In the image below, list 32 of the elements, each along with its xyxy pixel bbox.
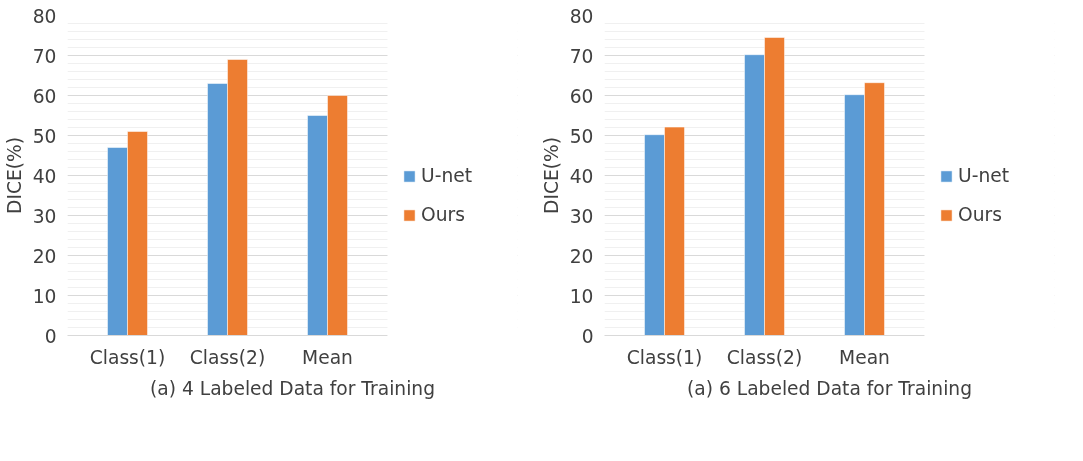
text: (a) 4 Labeled Data for Training <box>150 377 435 399</box>
x-tick-label: Mean <box>839 346 890 368</box>
x-tick-label: Class(2) <box>726 346 803 368</box>
y-tick-label: 20 <box>32 245 57 267</box>
y-tick-label: 80 <box>32 5 57 27</box>
x-tick-label: Class(1) <box>626 346 703 368</box>
y-tick-label: 10 <box>32 285 57 307</box>
y-axis-title: DICE(%) <box>3 137 25 214</box>
x-tick-label: Class(2) <box>189 346 266 368</box>
x-tick-label: Mean <box>302 346 353 368</box>
y-tick-label: 80 <box>569 5 594 27</box>
legend-label: U-net <box>421 165 473 186</box>
y-axis-title: DICE(%) <box>540 137 562 214</box>
y-tick-label: 30 <box>569 205 594 227</box>
y-tick-label: 50 <box>32 125 57 147</box>
y-tick-label: 20 <box>569 245 594 267</box>
y-tick-label: 30 <box>32 205 57 227</box>
y-tick-label: 0 <box>44 325 57 347</box>
y-tick-label: 50 <box>569 125 594 147</box>
legend-label: Ours <box>421 204 465 225</box>
y-tick-label: 0 <box>581 325 594 347</box>
y-tick-label: 70 <box>32 45 57 67</box>
legend-label: U-net <box>958 165 1010 186</box>
y-tick-label: 10 <box>569 285 594 307</box>
text: (a) 6 Labeled Data for Training <box>687 377 972 399</box>
x-tick-label: Class(1) <box>89 346 166 368</box>
y-tick-label: 70 <box>569 45 594 67</box>
legend-label: Ours <box>958 204 1002 225</box>
y-tick-label: 40 <box>569 165 594 187</box>
y-tick-label: 60 <box>32 85 57 107</box>
y-tick-label: 60 <box>569 85 594 107</box>
y-tick-label: 40 <box>32 165 57 187</box>
